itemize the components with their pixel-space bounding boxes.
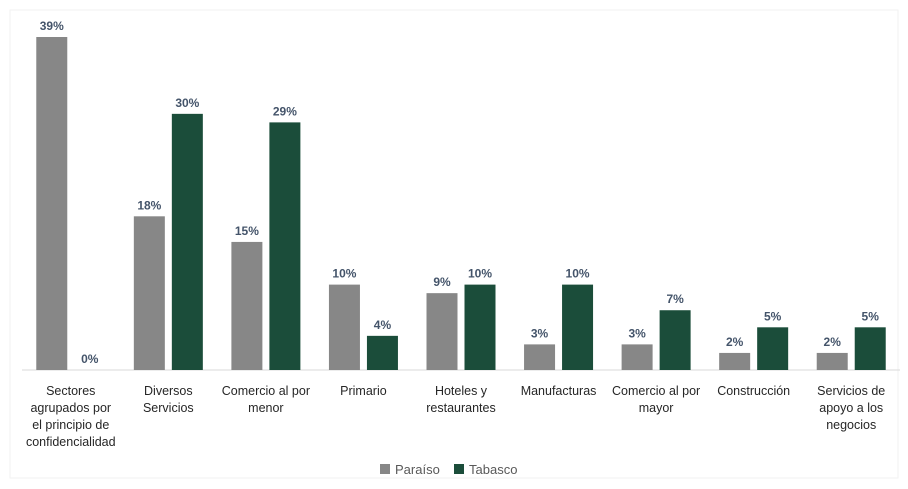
category-label-4: Hoteles y restaurantes <box>426 384 495 415</box>
data-label-tabasco-8: 5% <box>862 309 880 323</box>
bar-paraíso-2 <box>231 241 263 370</box>
legend-label-paraíso: Paraíso <box>395 462 440 477</box>
bar-tabasco-7 <box>757 327 789 370</box>
bar-paraíso-8 <box>816 352 848 370</box>
bar-tabasco-1 <box>171 113 203 370</box>
data-label-tabasco-0: 0% <box>81 352 99 366</box>
bar-tabasco-2 <box>269 122 301 370</box>
data-label-paraíso-7: 2% <box>726 335 744 349</box>
bar-paraíso-7 <box>719 352 751 370</box>
bar-paraíso-0 <box>36 37 68 370</box>
legend-swatch-tabasco <box>454 464 464 474</box>
data-label-paraíso-1: 18% <box>137 198 161 212</box>
data-label-paraíso-0: 39% <box>40 19 64 33</box>
legend-swatch-paraíso <box>380 464 390 474</box>
data-label-tabasco-7: 5% <box>764 309 782 323</box>
bar-paraíso-5 <box>524 344 556 370</box>
bar-paraíso-3 <box>328 284 360 370</box>
bar-tabasco-5 <box>562 284 594 370</box>
data-label-tabasco-6: 7% <box>666 292 684 306</box>
category-label-5: Manufacturas <box>521 384 597 398</box>
chart-frame <box>9 9 899 479</box>
bar-paraíso-4 <box>426 293 458 370</box>
data-label-paraíso-3: 10% <box>332 267 356 281</box>
data-label-paraíso-4: 9% <box>433 275 451 289</box>
legend-label-tabasco: Tabasco <box>469 462 517 477</box>
data-label-tabasco-4: 10% <box>468 267 492 281</box>
bar-paraíso-6 <box>621 344 653 370</box>
category-label-6: Comercio al por mayor <box>612 384 700 415</box>
bar-paraíso-1 <box>133 216 165 370</box>
bar-tabasco-4 <box>464 284 496 370</box>
data-label-paraíso-2: 15% <box>235 224 259 238</box>
data-label-tabasco-5: 10% <box>566 267 590 281</box>
data-label-tabasco-2: 29% <box>273 104 297 118</box>
bar-tabasco-8 <box>854 327 886 370</box>
category-label-8: Servicios de apoyo a los negocios <box>817 384 885 432</box>
data-label-paraíso-6: 3% <box>628 326 646 340</box>
category-label-1: Diversos Servicios <box>143 384 194 415</box>
category-label-7: Construcción <box>717 384 790 398</box>
bar-tabasco-3 <box>366 335 398 370</box>
bar-tabasco-6 <box>659 310 691 370</box>
category-label-3: Primario <box>340 384 387 398</box>
category-label-2: Comercio al por menor <box>222 384 310 415</box>
data-label-paraíso-8: 2% <box>824 335 842 349</box>
data-label-paraíso-5: 3% <box>531 326 549 340</box>
data-label-tabasco-1: 30% <box>175 96 199 110</box>
category-label-0: Sectores agrupados por el principio de conf… <box>26 384 116 449</box>
data-label-tabasco-3: 4% <box>374 318 392 332</box>
